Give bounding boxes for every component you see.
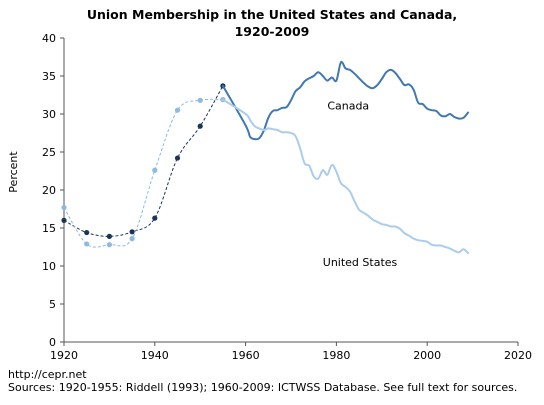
series-annotation: United States: [323, 256, 398, 269]
canada-series-line: [221, 60, 470, 141]
us-early-series-line: [63, 98, 223, 248]
y-tick-label: 0: [49, 336, 56, 349]
chart-annotations: Canada United States: [323, 99, 398, 269]
y-tick-label: 35: [42, 70, 56, 83]
y-tick-label: 40: [42, 32, 56, 45]
y-tick-label: 30: [42, 108, 56, 121]
chart-axes: 0 5 10 15 20 25 30 35 40 1920 1940 1960 1980 2000 2020: [42, 32, 532, 362]
us-data-point: [61, 204, 67, 211]
x-tick-label: 2000: [413, 349, 441, 362]
x-tick-label: 1940: [141, 349, 169, 362]
canada-early-series-line: [63, 85, 224, 237]
y-tick-label: 10: [42, 260, 56, 273]
source-url: http://cepr.net: [8, 368, 87, 381]
us-data-point: [197, 97, 203, 103]
canada-data-point: [129, 229, 135, 235]
canada-data-point: [174, 155, 181, 161]
x-tick-label: 1920: [50, 349, 78, 362]
y-tick-label: 5: [49, 298, 56, 311]
x-tick-label: 1980: [322, 349, 350, 362]
us-data-point: [129, 236, 135, 242]
us-series-line: [221, 98, 470, 255]
canada-data-point: [84, 229, 90, 236]
canada-data-point: [106, 233, 112, 239]
us-data-point: [174, 107, 181, 113]
x-tick-label: 1960: [232, 349, 260, 362]
y-tick-label: 20: [42, 184, 56, 197]
y-tick-label: 25: [42, 146, 56, 159]
series-annotation: Canada: [327, 99, 369, 112]
chart-title-line-2: 1920-2009: [234, 24, 310, 39]
chart-title-line-1: Union Membership in the United States an…: [86, 7, 458, 22]
chart-series: [61, 60, 470, 255]
y-tick-label: 15: [42, 222, 56, 235]
sources-note: Sources: 1920-1955: Riddell (1993); 1960…: [8, 381, 518, 394]
chart-title: Union Membership in the United States an…: [0, 6, 544, 40]
us-data-point: [84, 241, 90, 247]
us-data-point: [106, 242, 112, 248]
us-data-point: [152, 167, 158, 173]
canada-data-point: [61, 217, 67, 223]
canada-data-point: [152, 215, 158, 221]
canada-data-point: [197, 123, 203, 129]
x-tick-label: 2020: [504, 349, 532, 362]
y-axis-label: Percent: [7, 151, 20, 193]
